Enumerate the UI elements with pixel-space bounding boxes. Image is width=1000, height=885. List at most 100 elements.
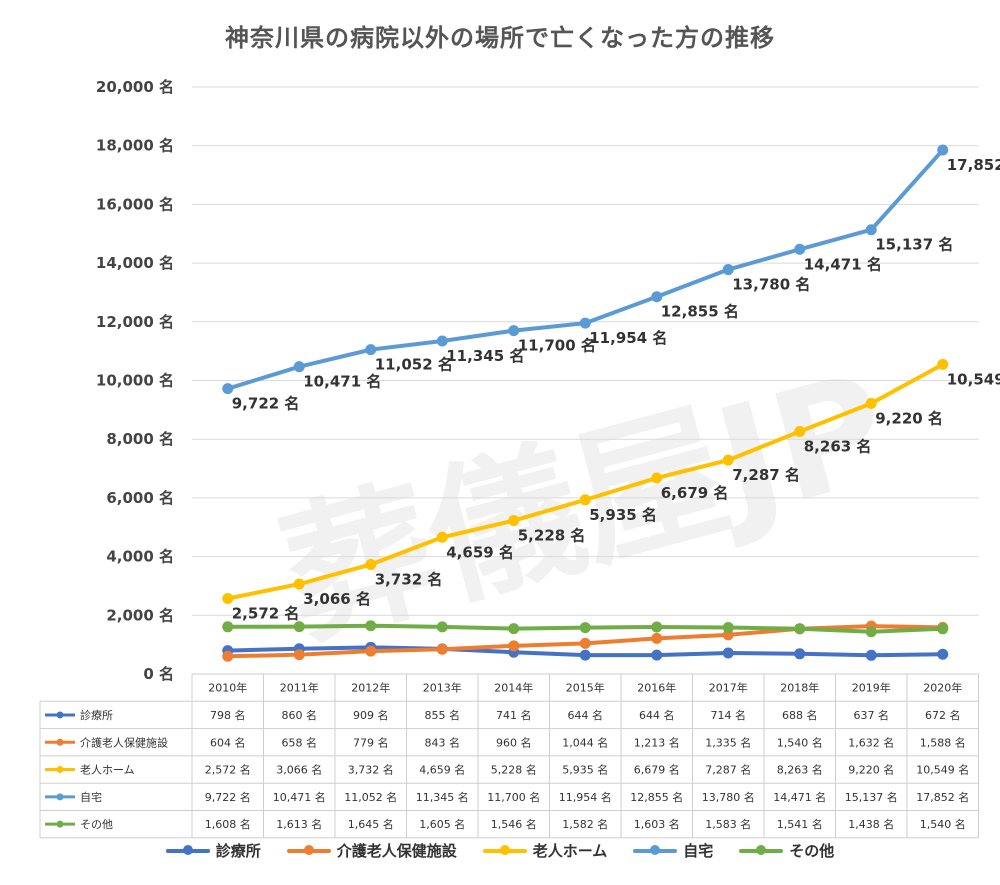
data-point (794, 648, 806, 660)
data-label: 13,780 名 (732, 276, 810, 294)
y-tick-label: 6,000 名 (106, 489, 174, 507)
data-point (436, 621, 448, 633)
data-point (365, 344, 377, 356)
data-label: 5,935 名 (589, 506, 657, 524)
table-cell: 688 名 (782, 708, 818, 722)
table-cell: 11,954 名 (559, 790, 612, 804)
data-point (651, 291, 663, 303)
legend-label: 老人ホーム (532, 842, 608, 860)
data-point (579, 494, 591, 506)
data-label: 14,471 名 (804, 255, 882, 273)
legend-item: 自宅 (633, 840, 713, 861)
y-tick-label: 16,000 名 (96, 195, 174, 213)
x-tick-label: 2018年 (780, 681, 819, 695)
data-label: 11,700 名 (518, 337, 596, 355)
table-cell: 5,935 名 (562, 763, 608, 777)
y-tick-label: 18,000 名 (96, 137, 174, 155)
table-cell: 843 名 (425, 735, 461, 749)
chart-title: 神奈川県の病院以外の場所で亡くなった方の推移 (225, 24, 775, 52)
data-point (579, 637, 591, 649)
data-label: 3,732 名 (375, 570, 443, 588)
table-cell: 860 名 (282, 708, 318, 722)
table-cell: 1,213 名 (634, 735, 680, 749)
legend-line-marker (482, 844, 527, 855)
table-legend-marker (56, 766, 64, 774)
data-point (722, 264, 734, 276)
legend-label: 診療所 (215, 842, 261, 860)
table-cell: 14,471 名 (773, 790, 826, 804)
table-series-name: 自宅 (80, 790, 102, 804)
table-cell: 10,471 名 (273, 790, 326, 804)
legend-label: 自宅 (683, 842, 714, 860)
table-cell: 1,582 名 (562, 817, 608, 831)
table-cell: 6,679 名 (634, 763, 680, 777)
table-cell: 13,780 名 (702, 790, 755, 804)
table-cell: 1,603 名 (634, 817, 680, 831)
data-point (579, 622, 591, 634)
legend-item: 老人ホーム (482, 840, 608, 861)
legend-label: その他 (789, 842, 835, 860)
x-tick-label: 2012年 (351, 681, 390, 695)
y-tick-label: 4,000 名 (106, 548, 174, 566)
table-cell: 15,137 名 (845, 790, 898, 804)
table-cell: 741 名 (496, 708, 532, 722)
table-series-name: その他 (80, 818, 113, 831)
data-point (794, 623, 806, 635)
data-label: 17,852 名 (947, 156, 1000, 174)
x-tick-label: 2011年 (280, 681, 319, 695)
table-cell: 1,645 名 (348, 817, 394, 831)
x-tick-label: 2017年 (709, 681, 748, 695)
data-point (794, 425, 806, 437)
table-cell: 9,722 名 (205, 790, 251, 804)
table-cell: 1,608 名 (205, 817, 251, 831)
table-cell: 644 名 (568, 708, 604, 722)
table-cell: 644 名 (639, 708, 675, 722)
table-cell: 12,855 名 (630, 790, 683, 804)
data-point (794, 243, 806, 255)
table-series-name: 老人ホーム (80, 764, 135, 777)
data-point (865, 649, 877, 661)
data-point (222, 383, 234, 395)
y-tick-label: 12,000 名 (96, 313, 174, 331)
x-tick-label: 2015年 (566, 681, 605, 695)
data-point (508, 515, 520, 527)
data-point (436, 531, 448, 543)
legend-line-marker (165, 844, 210, 855)
legend-dot-marker (499, 844, 510, 855)
table-cell: 604 名 (210, 735, 246, 749)
table-legend-marker (56, 738, 64, 746)
data-point (222, 650, 234, 662)
table-cell: 714 名 (711, 708, 747, 722)
table-cell: 672 名 (925, 708, 961, 722)
data-label: 10,549 名 (947, 370, 1000, 388)
legend-item: その他 (739, 840, 834, 861)
data-point (722, 454, 734, 466)
table-cell: 1,335 名 (705, 735, 751, 749)
legend-dot-marker (182, 844, 193, 855)
data-label: 4,659 名 (446, 543, 514, 561)
y-tick-label: 14,000 名 (96, 254, 174, 272)
table-cell: 1,613 名 (276, 817, 322, 831)
data-point (293, 361, 305, 373)
data-point (365, 645, 377, 657)
table-cell: 10,549 名 (916, 763, 969, 777)
legend-dot-marker (650, 844, 661, 855)
legend-dot-marker (303, 844, 314, 855)
data-point (508, 623, 520, 635)
data-point (222, 593, 234, 605)
y-tick-label: 2,000 名 (106, 606, 174, 624)
table-cell: 1,438 名 (848, 817, 894, 831)
data-point (722, 622, 734, 634)
x-tick-label: 2013年 (423, 681, 462, 695)
table-cell: 3,732 名 (348, 763, 394, 777)
table-cell: 17,852 名 (916, 790, 969, 804)
table-legend-marker (56, 793, 64, 801)
data-point (365, 558, 377, 570)
data-label: 8,263 名 (804, 437, 872, 455)
table-cell: 1,632 名 (848, 735, 894, 749)
table-cell: 11,700 名 (487, 790, 540, 804)
data-point (651, 632, 663, 644)
chart-legend: 診療所 介護老人保健施設 老人ホーム 自宅 その他 (0, 840, 1000, 861)
y-tick-label: 0 名 (143, 665, 174, 683)
